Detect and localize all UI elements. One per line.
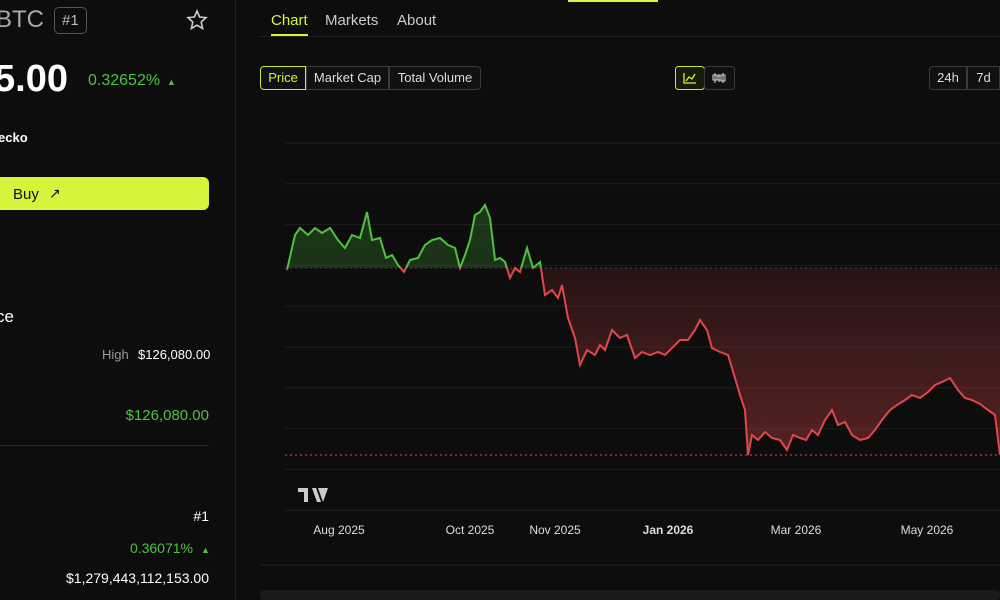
symbol: BTC [0, 6, 44, 33]
chart-style-toggle[interactable] [675, 66, 735, 90]
tab-divider [260, 36, 1000, 37]
x-axis-label: Mar 2026 [771, 523, 822, 537]
price-line-up [286, 202, 542, 268]
high-label: High [102, 347, 129, 362]
tab[interactable]: Chart [271, 12, 308, 36]
x-axis-label: May 2026 [901, 523, 954, 537]
area-down [287, 268, 1000, 455]
rank: #1 [193, 508, 209, 524]
sidebar [0, 0, 236, 600]
star-icon [186, 9, 208, 31]
buy-icon: ↗ [49, 185, 61, 201]
line-icon [683, 73, 696, 84]
price-change: 0.32652% [88, 72, 161, 89]
rank-badge: #1 [54, 7, 87, 34]
source: ecko [0, 130, 28, 145]
area-up [287, 205, 1000, 268]
mcap-change: 0.36071% [129, 540, 193, 556]
change-arrow: ▲ [167, 77, 176, 87]
tab[interactable]: Markets [325, 12, 379, 29]
price-line-down [286, 268, 1000, 456]
price: 5.00 [0, 58, 68, 100]
tab[interactable]: About [397, 12, 437, 29]
metric-button[interactable]: Price [260, 66, 306, 90]
market-cap: $1,279,443,112,153.00 [66, 570, 209, 586]
range-button[interactable]: 7d [967, 66, 1000, 90]
plot [285, 202, 1000, 456]
next-panel [260, 590, 1000, 600]
mcap-arrow: ▲ [201, 545, 210, 555]
x-axis-label: Jan 2026 [643, 523, 694, 537]
x-axis-label: Aug 2025 [313, 523, 365, 537]
x-axis-label: Nov 2025 [529, 523, 581, 537]
high-value: $126,080.00 [138, 347, 211, 362]
watchlist-star[interactable] [186, 9, 208, 31]
metric-button[interactable]: Market Cap [306, 66, 389, 90]
divider [0, 445, 209, 446]
tradingview-logo [298, 488, 328, 502]
section-title: ce [0, 307, 14, 326]
top-accent [568, 0, 658, 2]
buy-button[interactable] [0, 177, 209, 210]
range-button[interactable]: 24h [929, 66, 967, 90]
x-axis-label: Oct 2025 [446, 523, 495, 537]
metric-button[interactable]: Total Volume [389, 66, 481, 90]
candle-icon [712, 73, 726, 83]
ath-value: $126,080.00 [125, 407, 209, 424]
buy-label: Buy [13, 186, 39, 203]
